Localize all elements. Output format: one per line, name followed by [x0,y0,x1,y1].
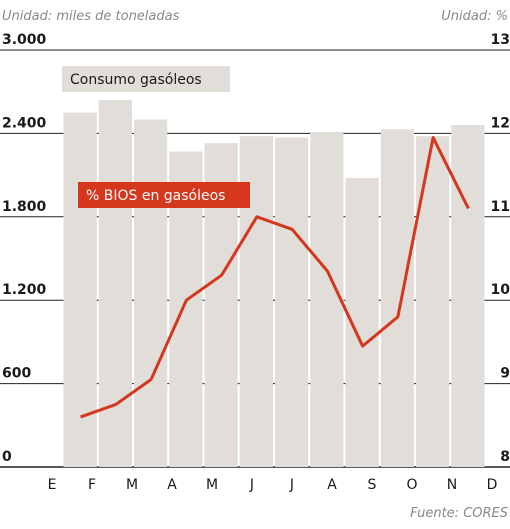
y-tick-label: 1.200 [2,282,47,298]
x-tick-label: O [406,477,417,493]
y-tick-label: 2.400 [2,115,47,131]
x-tick-label: E [48,477,57,493]
x-tick-label: A [167,477,177,493]
x-tick-label: J [289,477,294,493]
bar [98,100,132,467]
x-tick-label: M [126,477,138,493]
y2-tick-label: 11 [491,199,510,215]
y2-tick-label: 12 [491,115,510,131]
y2-unit-label: Unidad: % [441,9,508,24]
legend-label: Consumo gasóleos [70,72,202,88]
bar [275,137,309,467]
bar [134,119,168,467]
x-tick-label: D [487,477,498,493]
legend-label: % BIOS en gasóleos [86,188,225,204]
bar [310,132,344,467]
bar [451,125,485,467]
legend-box [62,66,230,92]
line [80,136,470,419]
y2-tick-label: 8 [500,449,510,465]
x-tick-label: A [327,477,337,493]
y-tick-label: 600 [2,366,31,382]
y2-tick-label: 13 [491,32,510,48]
y2-tick-label: 10 [491,282,510,298]
y-tick-label: 0 [2,449,12,465]
bar [63,112,97,468]
x-tick-label: M [206,477,218,493]
x-tick-label: F [88,477,96,493]
x-tick-label: J [249,477,254,493]
x-tick-label: S [368,477,377,493]
y-tick-label: 1.800 [2,199,47,215]
y-unit-label: Unidad: miles de toneladas [2,9,180,24]
bars [63,100,485,468]
legend-box [78,182,250,208]
bar [380,129,414,468]
overlay: 0 600 1.200 1.800 2.400 3.000 8 9 10 11 12 13 E F M A M J… [2,32,510,493]
source: Fuente: CORES [410,506,508,521]
y-tick-label: 3.000 [2,32,47,48]
bar [416,136,450,467]
y2-tick-label: 9 [500,366,510,382]
x-tick-label: N [447,477,457,493]
